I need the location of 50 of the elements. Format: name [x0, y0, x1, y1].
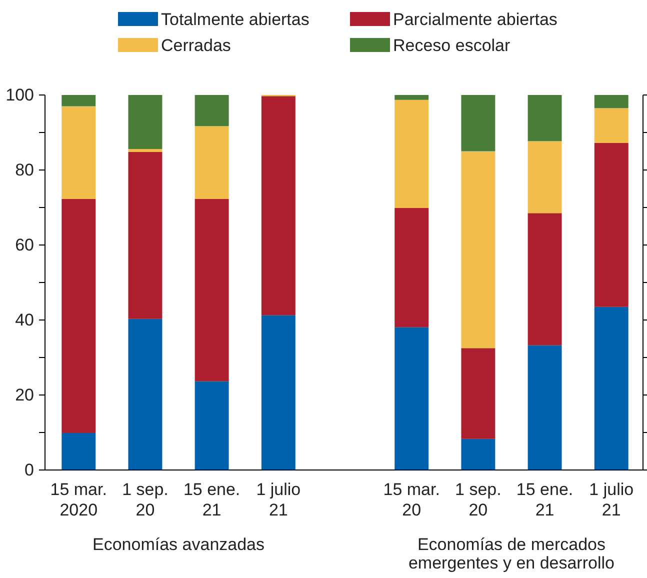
x-tick-label: 15 mar. 2020: [50, 480, 107, 520]
bar: [528, 345, 562, 470]
x-tick-label: 1 julio 21: [256, 480, 301, 520]
x-tick-label: 15 ene. 21: [516, 480, 574, 520]
bar: [461, 151, 496, 348]
y-tick-label: 80: [15, 160, 34, 180]
text: Economías avanzadas: [92, 535, 265, 554]
legend-label: Parcialmente abiertas: [393, 10, 558, 29]
bar: [461, 348, 496, 439]
bar: [461, 438, 496, 470]
bar: [62, 198, 96, 432]
x-tick-label: 15 mar. 20: [383, 480, 440, 520]
y-tick-label: 40: [15, 310, 34, 330]
y-tick-label: 0: [24, 460, 34, 480]
y-tick-label: 20: [15, 385, 34, 404]
bar: [528, 141, 562, 214]
bar: [594, 95, 628, 108]
bar: [194, 126, 229, 199]
text: Economías de mercados emergentes y en desarrollo: [408, 535, 614, 573]
bar: [594, 108, 628, 143]
bar: [261, 315, 296, 470]
bar: [128, 152, 162, 319]
y-tick-label: 100: [6, 85, 34, 104]
bar: [394, 208, 429, 328]
bar: [461, 95, 496, 152]
bar: [194, 95, 229, 126]
bar: [62, 432, 96, 470]
bar: [261, 96, 296, 316]
bar: [394, 100, 429, 208]
bar: [62, 106, 96, 199]
x-tick-label: 1 sep. 20: [455, 480, 502, 520]
x-tick-label: 1 julio 21: [589, 480, 634, 520]
bar: [528, 95, 562, 142]
legend-label: Cerradas: [161, 36, 231, 55]
bar: [128, 149, 162, 152]
bar: [594, 306, 628, 470]
bar: [528, 213, 562, 346]
legend-label: Receso escolar: [393, 36, 511, 55]
y-tick-label: 60: [15, 235, 34, 254]
bar: [128, 318, 162, 470]
bar: [394, 95, 429, 100]
x-tick-label: 1 sep. 20: [122, 480, 168, 520]
bar: [194, 198, 229, 382]
legend-label: Totalmente abiertas: [161, 10, 310, 29]
bar: [394, 327, 429, 470]
bar: [194, 381, 229, 470]
bar: [594, 143, 628, 307]
x-tick-label: 15 ene. 21: [183, 480, 240, 520]
bar: [128, 95, 162, 149]
bar: [62, 95, 96, 106]
